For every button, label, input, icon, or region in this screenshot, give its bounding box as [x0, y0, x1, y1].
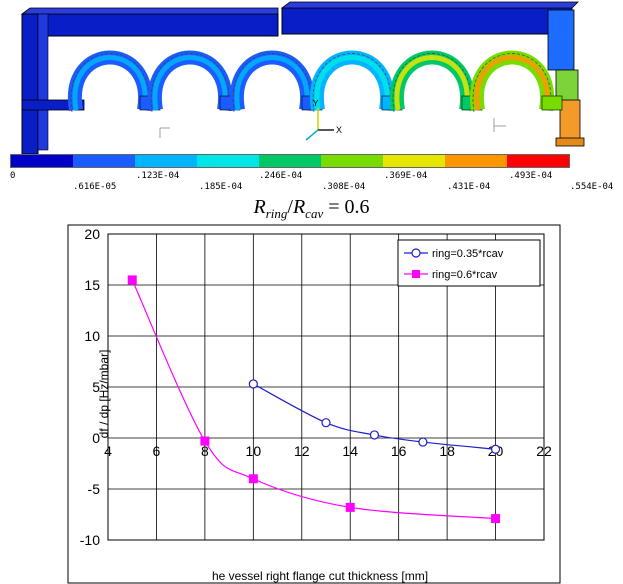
x-tick-label: 12 [294, 443, 310, 459]
cavity-ring [469, 50, 563, 113]
color-scale-swatch [445, 155, 507, 167]
legend-marker [411, 248, 421, 258]
x-tick-label: 18 [439, 443, 455, 459]
colorbar-label-9: .554E-04 [570, 182, 614, 192]
cavity-ring [229, 50, 323, 113]
color-scale-swatch [507, 155, 569, 167]
y-tick-label: 10 [84, 328, 100, 344]
data-point [491, 514, 501, 524]
colorbar-label-2: .123E-04 [136, 171, 180, 181]
legend-box [397, 239, 541, 287]
data-point [369, 430, 380, 440]
data-point [248, 379, 258, 389]
y-axis-label: df / dp [Hz/mbar] [97, 350, 111, 439]
x-tick-label: 4 [104, 443, 112, 459]
ratio-caption: Rring/Rcav = 0.6 [253, 196, 370, 221]
y-tick-label: 15 [84, 277, 100, 293]
color-scale-swatch [73, 155, 135, 167]
cavity-rings [67, 50, 563, 113]
frequency-sensitivity-chart: -10-50510152046810121416182022 df / dp [… [67, 224, 561, 584]
x-axis-label: he vessel right flange cut thickness [mm… [212, 569, 428, 583]
cavity-ring [389, 50, 483, 113]
data-point [490, 444, 501, 454]
data-point [248, 474, 258, 484]
axis-triad-left [159, 127, 170, 138]
axis-triad-main: X Y [305, 99, 342, 141]
colorbar-label-0: 0 [10, 171, 16, 181]
y-tick-label: 5 [92, 379, 100, 395]
x-tick-label: 14 [342, 443, 358, 459]
legend-label: ring=0.6*rcav [432, 269, 498, 281]
x-tick-label: 6 [153, 443, 161, 459]
x-tick-label: 22 [536, 443, 552, 459]
x-tick-label: 10 [246, 443, 262, 459]
y-tick-label: 0 [92, 430, 100, 446]
colorbar-label-5: .308E-04 [322, 182, 366, 192]
data-point [200, 436, 210, 446]
colorbar-label-6: .369E-04 [384, 171, 428, 181]
color-scale-bar: 0 .616E-05 .123E-04 .185E-04 .246E-04 .3… [0, 154, 623, 196]
data-point [127, 275, 137, 285]
color-scale-swatch [135, 155, 197, 167]
x-tick-label: 16 [391, 443, 407, 459]
color-scale-strip [10, 154, 570, 168]
legend-label: ring=0.35*rcav [432, 248, 504, 260]
color-scale-swatch [321, 155, 383, 167]
y-tick-label: -10 [80, 532, 100, 548]
cavity-ring [309, 50, 403, 113]
data-point [321, 418, 331, 428]
colorbar-label-1: .616E-05 [73, 182, 117, 192]
colorbar-label-7: .431E-04 [447, 182, 491, 192]
y-tick-label: -5 [88, 481, 101, 497]
legend: ring=0.35*rcav ring=0.6*rcav [397, 239, 541, 287]
colorbar-label-4: .246E-04 [259, 171, 303, 181]
color-scale-swatch [383, 155, 445, 167]
fem-deformation-plot: X Y [20, 1, 585, 155]
data-point [418, 437, 428, 447]
axis-triad-right [493, 118, 506, 132]
x-tick-label: 8 [201, 443, 209, 459]
data-point [345, 502, 355, 512]
axis-x-label: X [336, 125, 342, 135]
cavity-ring [147, 50, 241, 113]
legend-marker [412, 270, 420, 278]
axis-y-label: Y [313, 99, 319, 108]
color-scale-swatch [11, 155, 73, 167]
colorbar-label-3: .185E-04 [199, 182, 243, 192]
color-scale-swatch [197, 155, 259, 167]
colorbar-label-8: .493E-04 [509, 171, 553, 181]
y-tick-label: 20 [84, 226, 100, 242]
color-scale-swatch [259, 155, 321, 167]
